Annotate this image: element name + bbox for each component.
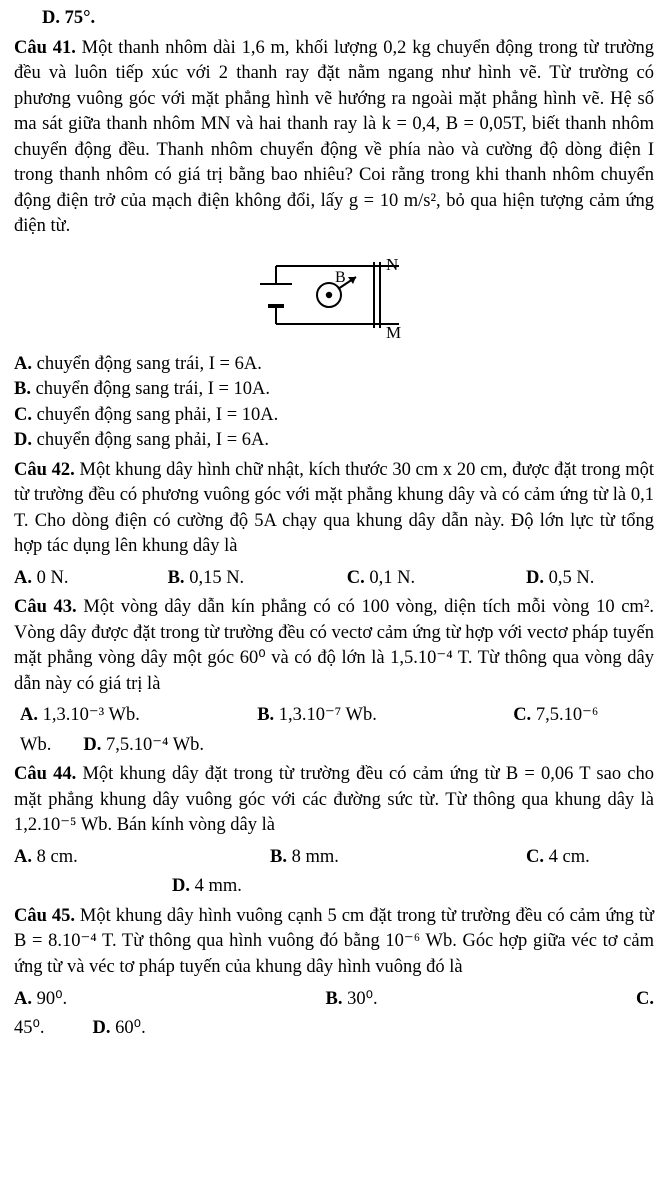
q43-option-c: C. 7,5.10⁻⁶: [513, 703, 654, 729]
q42-option-b: B. 0,15 N.: [168, 566, 347, 592]
q43-option-a: A. 1,3.10⁻³ Wb.: [14, 703, 257, 729]
q45-option-c-cont: 45⁰.: [14, 1016, 93, 1042]
question-42-number: Câu 42.: [14, 460, 75, 480]
q44-option-d: D. 4 mm.: [72, 874, 242, 900]
q44-option-a: A. 8 cm.: [14, 845, 270, 871]
q41-option-b: B. chuyển động sang trái, I = 10A.: [14, 377, 654, 403]
question-44-body: Một khung dây đặt trong từ trường đều có…: [14, 764, 654, 835]
q43-option-c-cont: Wb.: [14, 733, 83, 759]
circuit-figure: B N M: [224, 248, 444, 342]
question-43-body: Một vòng dây dẫn kín phẳng có có 100 vòn…: [14, 597, 654, 694]
q45-option-c: C.: [636, 987, 654, 1013]
label-b: B: [335, 269, 346, 286]
previous-answer-d: D. 75°.: [14, 6, 654, 32]
question-45-body: Một khung dây hình vuông cạnh 5 cm đặt t…: [14, 906, 654, 977]
q44-option-b: B. 8 mm.: [270, 845, 526, 871]
question-44-options-row1: A. 8 cm. B. 8 mm. C. 4 cm.: [14, 845, 654, 871]
question-45-options-row1: A. 90⁰. B. 30⁰. C.: [14, 987, 654, 1013]
label-m: M: [386, 323, 401, 342]
q45-option-b: B. 30⁰.: [326, 987, 378, 1013]
question-44-number: Câu 44.: [14, 764, 76, 784]
question-41-figure: B N M: [14, 248, 654, 342]
q45-option-a: A. 90⁰.: [14, 987, 67, 1013]
question-43-text: Câu 43. Một vòng dây dẫn kín phẳng có có…: [14, 595, 654, 697]
question-41-body: Một thanh nhôm dài 1,6 m, khối lượng 0,2…: [14, 38, 654, 237]
question-42-body: Một khung dây hình chữ nhật, kích thước …: [14, 460, 654, 557]
page-content: D. 75°. Câu 41. Một thanh nhôm dài 1,6 m…: [0, 0, 668, 1066]
question-44-text: Câu 44. Một khung dây đặt trong từ trườn…: [14, 762, 654, 839]
question-41-number: Câu 41.: [14, 38, 76, 58]
q43-option-b: B. 1,3.10⁻⁷ Wb.: [257, 703, 513, 729]
q42-option-d: D. 0,5 N.: [526, 566, 654, 592]
q42-option-c: C. 0,1 N.: [347, 566, 526, 592]
question-43-options-row2: Wb. D. 7,5.10⁻⁴ Wb.: [14, 733, 654, 759]
q45-option-d: D. 60⁰.: [93, 1016, 146, 1042]
question-45-number: Câu 45.: [14, 906, 75, 926]
q44-option-c: C. 4 cm.: [526, 845, 654, 871]
question-41-text: Câu 41. Một thanh nhôm dài 1,6 m, khối l…: [14, 36, 654, 240]
question-45-text: Câu 45. Một khung dây hình vuông cạnh 5 …: [14, 904, 654, 981]
question-41-options: A. chuyển động sang trái, I = 6A. B. chu…: [14, 352, 654, 454]
question-42-text: Câu 42. Một khung dây hình chữ nhật, kíc…: [14, 458, 654, 560]
label-n: N: [386, 255, 398, 274]
q43-option-d: D. 7,5.10⁻⁴ Wb.: [83, 733, 204, 759]
question-43-options-row1: A. 1,3.10⁻³ Wb. B. 1,3.10⁻⁷ Wb. C. 7,5.1…: [14, 703, 654, 729]
question-45-options-row2: 45⁰. D. 60⁰.: [14, 1016, 654, 1042]
q41-option-d: D. chuyển động sang phải, I = 6A.: [14, 428, 654, 454]
q41-option-a: A. chuyển động sang trái, I = 6A.: [14, 352, 654, 378]
q42-option-a: A. 0 N.: [14, 566, 168, 592]
q41-option-c: C. chuyển động sang phải, I = 10A.: [14, 403, 654, 429]
question-44-options-row2: D. 4 mm.: [14, 874, 654, 900]
question-42-options: A. 0 N. B. 0,15 N. C. 0,1 N. D. 0,5 N.: [14, 566, 654, 592]
question-43-number: Câu 43.: [14, 597, 77, 617]
